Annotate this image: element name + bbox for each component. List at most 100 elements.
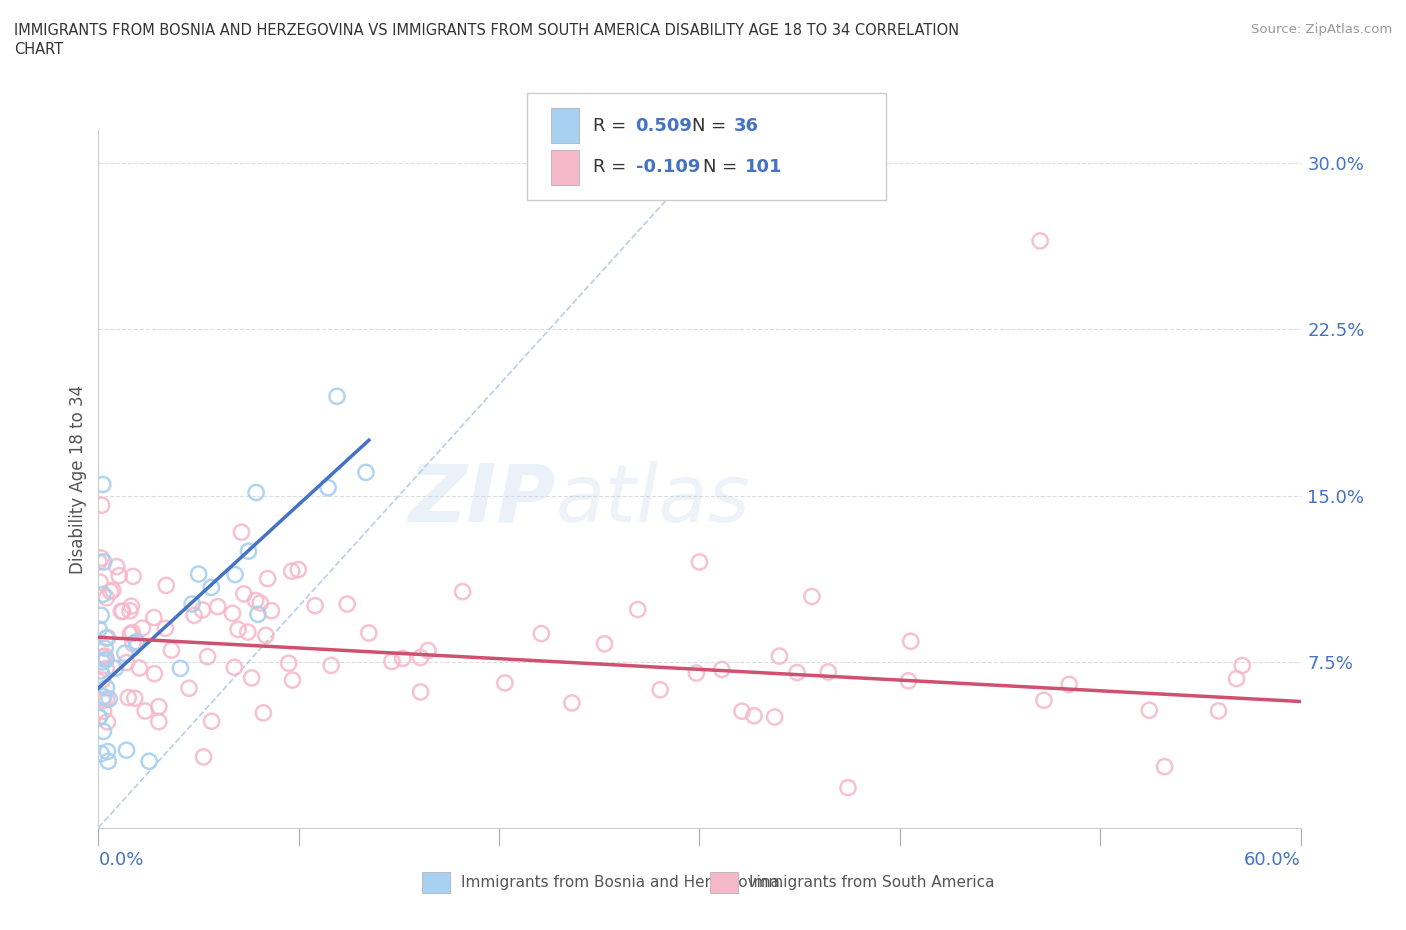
Point — [246, 607, 269, 622]
Point — [900, 634, 922, 649]
Point — [685, 666, 707, 681]
Text: IMMIGRANTS FROM BOSNIA AND HERZEGOVINA VS IMMIGRANTS FROM SOUTH AMERICA DISABILI: IMMIGRANTS FROM BOSNIA AND HERZEGOVINA V… — [14, 23, 959, 38]
Point — [1137, 703, 1160, 718]
Point — [277, 656, 299, 671]
Point — [104, 661, 127, 676]
Point — [87, 554, 110, 569]
Text: 36: 36 — [734, 116, 759, 135]
Point — [93, 689, 115, 704]
Point — [238, 544, 260, 559]
Point — [897, 673, 920, 688]
Point — [91, 693, 114, 708]
Point — [98, 692, 121, 707]
Point — [96, 652, 118, 667]
Point — [451, 584, 474, 599]
Point — [105, 559, 128, 574]
Point — [91, 672, 114, 687]
Point — [321, 658, 343, 672]
Point — [232, 587, 254, 602]
Point — [530, 626, 553, 641]
Point — [97, 754, 120, 769]
Point — [101, 583, 124, 598]
Point — [240, 671, 263, 685]
Point — [155, 578, 177, 592]
Text: 101: 101 — [745, 158, 783, 177]
Point — [183, 608, 205, 623]
Point — [200, 580, 222, 595]
Point — [134, 704, 156, 719]
Point — [260, 604, 283, 618]
Point — [245, 485, 267, 500]
Point — [326, 389, 349, 404]
Point — [494, 675, 516, 690]
Point — [93, 704, 115, 719]
Text: atlas: atlas — [555, 461, 749, 538]
Point — [710, 662, 733, 677]
Point — [181, 596, 204, 611]
Point — [148, 714, 170, 729]
Text: 0.509: 0.509 — [636, 116, 692, 135]
Point — [115, 655, 138, 670]
Point — [122, 569, 145, 584]
Point — [197, 649, 219, 664]
Point — [97, 631, 120, 645]
Point — [193, 750, 215, 764]
Point — [409, 650, 432, 665]
Point — [837, 780, 859, 795]
Point — [731, 704, 754, 719]
Point — [87, 711, 110, 725]
Point — [90, 551, 112, 565]
Point — [281, 672, 304, 687]
Point — [128, 660, 150, 675]
Point — [689, 554, 711, 569]
Point — [316, 480, 339, 495]
Point — [763, 710, 786, 724]
Point — [650, 683, 672, 698]
Point — [416, 644, 439, 658]
Point — [1208, 703, 1230, 718]
Point — [96, 744, 118, 759]
Point — [1153, 759, 1175, 774]
Text: Immigrants from South America: Immigrants from South America — [749, 875, 995, 890]
Point — [111, 604, 134, 618]
Point — [800, 589, 823, 604]
Text: R =: R = — [593, 116, 633, 135]
Point — [245, 593, 267, 608]
Point — [1232, 658, 1254, 673]
Point — [125, 635, 148, 650]
Point — [160, 643, 183, 658]
Point — [94, 653, 117, 668]
Point — [593, 636, 616, 651]
Point — [786, 665, 808, 680]
Point — [100, 584, 122, 599]
Point — [114, 645, 136, 660]
Point — [381, 654, 404, 669]
Point — [354, 465, 377, 480]
Point — [768, 648, 790, 663]
Point — [391, 651, 413, 666]
Point — [226, 622, 249, 637]
Y-axis label: Disability Age 18 to 34: Disability Age 18 to 34 — [69, 384, 87, 574]
Point — [117, 690, 139, 705]
Point — [1225, 671, 1247, 686]
Point — [90, 608, 112, 623]
Point — [108, 568, 131, 583]
Point — [224, 567, 246, 582]
Point — [93, 724, 115, 739]
Text: Source: ZipAtlas.com: Source: ZipAtlas.com — [1251, 23, 1392, 36]
Point — [207, 599, 229, 614]
Point — [143, 666, 166, 681]
Point — [120, 627, 142, 642]
Point — [221, 605, 243, 620]
Point — [96, 631, 118, 645]
Point — [155, 621, 177, 636]
Point — [169, 661, 191, 676]
Point — [89, 575, 111, 590]
Point — [124, 691, 146, 706]
Point — [91, 649, 114, 664]
Point — [627, 602, 650, 617]
Point — [96, 661, 118, 676]
Point — [287, 563, 309, 578]
Point — [110, 604, 132, 618]
Text: -0.109: -0.109 — [636, 158, 700, 177]
